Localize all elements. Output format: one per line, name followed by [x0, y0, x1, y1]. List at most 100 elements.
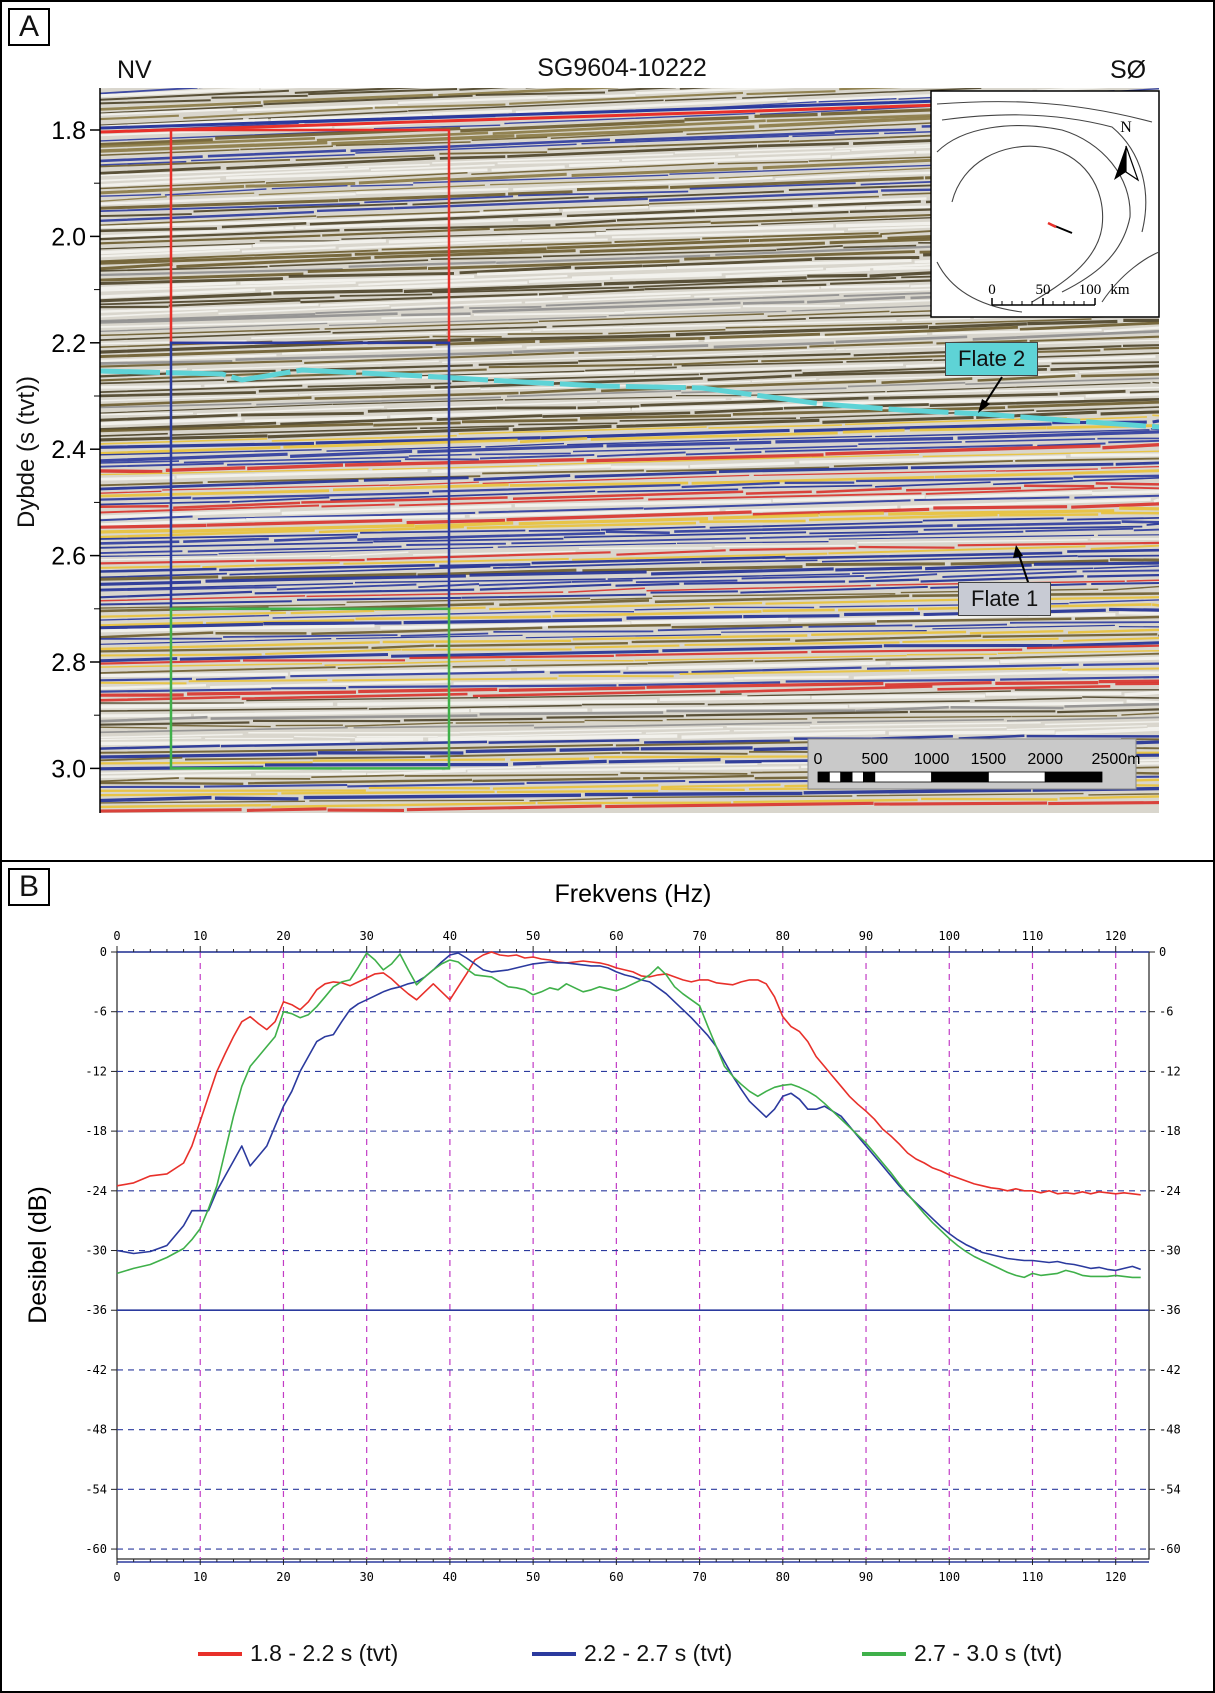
seismic-reflector [100, 699, 1159, 718]
x-tick-label-bottom: 100 [938, 1570, 960, 1584]
seismic-reflector [100, 457, 1159, 487]
seismic-reflector [100, 561, 1159, 586]
x-tick-label-bottom: 110 [1022, 1570, 1044, 1584]
seismic-reflector [100, 282, 1159, 318]
seismic-reflector [100, 381, 1159, 414]
seismic-reflector [100, 352, 1159, 385]
seismic-reflector [100, 656, 1159, 678]
seismic-reflector [100, 652, 1159, 674]
green-window [169, 607, 451, 770]
seismic-reflector [100, 486, 1159, 514]
right-direction-label: SØ [1110, 56, 1147, 84]
seismic-reflector [100, 476, 1159, 506]
y-tick-label-left: -48 [85, 1423, 107, 1437]
legend-swatch [198, 1651, 242, 1656]
seismic-reflector [100, 482, 1159, 509]
seismic-reflector [100, 226, 1159, 265]
seismic-reflector [100, 88, 204, 95]
seismic-reflector [100, 386, 1159, 416]
seismic-reflector [100, 145, 1159, 190]
seismic-reflector [100, 275, 1159, 313]
x-tick-label-top: 60 [609, 929, 623, 943]
seismic-reflector [100, 461, 1159, 491]
seismic-reflector [100, 361, 1159, 393]
seismic-reflector [100, 329, 1159, 365]
seismic-reflector [100, 727, 1159, 746]
seismic-reflector [100, 670, 1159, 690]
seismic-reflector [100, 520, 1159, 545]
seismic-reflector [100, 88, 537, 105]
seismic-reflector [100, 716, 1159, 734]
seismic-reflector [100, 615, 1159, 639]
seismic-reflector [100, 88, 422, 101]
seismic-reflector [100, 410, 1159, 442]
inset-scale-tick: 100 [1079, 282, 1102, 298]
seismic-reflector [100, 355, 1156, 389]
seismic-reflector [100, 494, 1159, 522]
seismic-reflector [100, 702, 1159, 723]
x-tick-label-bottom: 120 [1105, 1570, 1127, 1584]
seismic-reflector [100, 88, 619, 111]
seismic-reflector [100, 120, 1159, 166]
seismic-reflector [100, 490, 1159, 519]
seismic-reflector [100, 690, 1159, 709]
depth-tick-label: 2.0 [51, 223, 86, 251]
seismic-reflector [100, 88, 796, 116]
series-line-2 [116, 952, 1141, 1279]
seismic-reflector [100, 406, 1159, 437]
panel-a-letter: A [8, 8, 50, 46]
seismic-reflector [100, 223, 1159, 263]
series-line-0 [116, 951, 1141, 1196]
flate1-label: Flate 1 [958, 582, 1052, 616]
x-tick-label-bottom: 90 [859, 1570, 873, 1584]
seismic-reflector [100, 326, 1159, 362]
y-tick-label-right: -54 [1159, 1482, 1181, 1496]
scale-block [840, 771, 853, 783]
legend-swatch [532, 1651, 576, 1656]
seismic-reflector [100, 725, 1159, 741]
seismic-reflector [100, 465, 1159, 494]
seismic-reflector [100, 314, 1159, 348]
scale-block [828, 771, 842, 783]
inset-scale-bar: 0 50 100 km [988, 282, 1130, 306]
seismic-reflector [100, 239, 1159, 277]
x-tick-label-top: 80 [776, 929, 790, 943]
seismic-reflector [100, 180, 1159, 222]
seismic-reflector [100, 538, 1159, 561]
y-axis-label: Desibel (dB) [24, 1186, 52, 1324]
section-title: SG9604-10222 [537, 54, 707, 82]
seismic-reflector [100, 377, 1159, 409]
inset-scale-unit: km [1110, 282, 1130, 298]
seismic-reflector [100, 554, 1159, 579]
seismic-reflector [100, 579, 1159, 602]
seismic-reflector [100, 712, 1159, 729]
seismic-reflector [100, 301, 1159, 337]
seismic-reflector [100, 173, 1159, 212]
seismic-reflector [100, 414, 1159, 445]
seismic-reflector [100, 321, 1159, 359]
depth-tick-label: 2.2 [51, 330, 86, 358]
x-tick-label-top: 30 [359, 929, 373, 943]
seismic-reflector [100, 142, 1159, 187]
x-tick-label-bottom: 20 [276, 1570, 290, 1584]
seismic-reflector [100, 335, 1159, 368]
seismic-reflector [100, 135, 1159, 177]
seismic-reflector [100, 676, 1159, 693]
scale-tick-label: 2000 [1027, 751, 1063, 768]
scale-block [931, 771, 989, 783]
depth-tick-label: 2.8 [51, 649, 86, 677]
seismic-reflector [100, 679, 1159, 697]
x-tick-label-bottom: 70 [692, 1570, 706, 1584]
seismic-reflector [100, 158, 1159, 202]
seismic-reflector [100, 633, 1159, 653]
seismic-reflector [100, 189, 1159, 229]
depth-tick-label: 1.8 [51, 117, 86, 145]
seismic-reflector [100, 637, 1159, 657]
seismic-reflector [100, 88, 902, 121]
seismic-section: 1.8 2.0 2.2 2.4 2.6 2.8 3.0 N [51, 88, 1160, 813]
distance-scale-bar: 0 500 1000 1500 2000 2500m [807, 738, 1140, 790]
scale-tick-label: 500 [861, 751, 888, 768]
seismic-reflector [100, 130, 1159, 175]
seismic-reflector [100, 766, 1159, 783]
north-arrow-icon [1114, 145, 1140, 182]
